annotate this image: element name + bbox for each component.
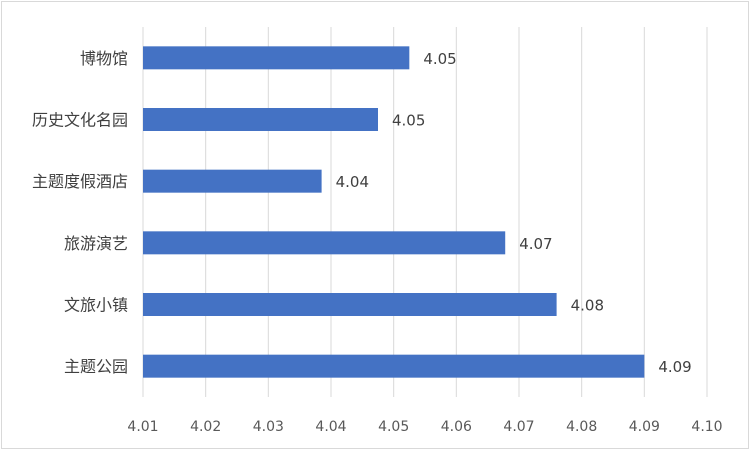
category-label: 主题公园 xyxy=(64,357,128,376)
bar xyxy=(143,169,322,193)
x-tick-label: 4.09 xyxy=(629,419,660,435)
category-label: 博物馆 xyxy=(80,49,128,68)
gridlines xyxy=(142,27,708,397)
bar xyxy=(143,46,410,70)
bar xyxy=(143,231,506,255)
bars xyxy=(143,46,645,378)
x-tick-label: 4.10 xyxy=(691,419,722,435)
bar xyxy=(143,293,557,316)
x-tick-label: 4.04 xyxy=(315,419,346,435)
bar xyxy=(143,108,378,131)
category-label: 旅游演艺 xyxy=(64,234,128,253)
bar xyxy=(143,354,645,378)
x-tick-label: 4.08 xyxy=(566,419,597,435)
x-tick-label: 4.06 xyxy=(441,419,472,435)
data-labels: 4.05 4.05 4.04 4.07 4.08 4.09 xyxy=(336,50,692,376)
category-label: 文旅小镇 xyxy=(64,296,128,315)
data-label: 4.09 xyxy=(658,358,691,376)
data-label: 4.04 xyxy=(336,173,369,191)
x-tick-label: 4.03 xyxy=(253,419,284,435)
data-label: 4.08 xyxy=(571,297,604,315)
data-label: 4.05 xyxy=(423,50,456,68)
data-label: 4.05 xyxy=(392,112,425,130)
x-tick-label: 4.07 xyxy=(503,419,534,435)
category-label: 历史文化名园 xyxy=(32,111,128,130)
x-tick-label: 4.05 xyxy=(378,419,409,435)
x-tick-label: 4.01 xyxy=(127,419,158,435)
category-label: 主题度假酒店 xyxy=(32,172,128,191)
x-tick-label: 4.02 xyxy=(190,419,221,435)
data-label: 4.07 xyxy=(519,235,552,253)
x-axis-tick-labels: 4.01 4.02 4.03 4.04 4.05 4.06 4.07 4.08 4.09 4.10 xyxy=(127,419,722,435)
